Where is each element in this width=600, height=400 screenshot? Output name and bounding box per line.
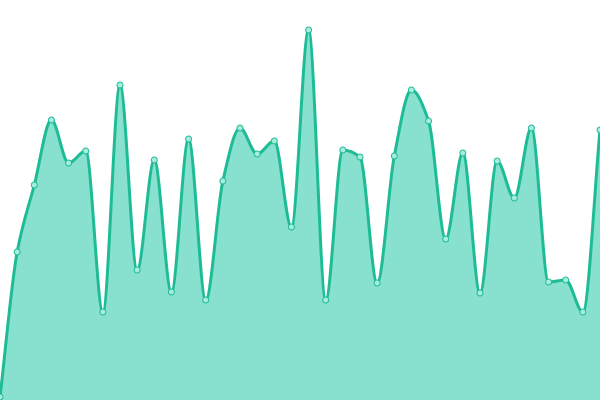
data-point-31 (527, 124, 535, 132)
data-point-18 (305, 26, 313, 34)
data-point-32 (545, 278, 553, 286)
data-point-5 (82, 147, 90, 155)
data-point-7 (116, 81, 124, 89)
data-point-8 (133, 266, 141, 274)
data-point-22 (373, 279, 381, 287)
data-point-30 (510, 194, 518, 202)
data-point-3 (47, 116, 55, 124)
data-point-23 (390, 152, 398, 160)
data-point-16 (270, 137, 278, 145)
data-point-34 (579, 308, 587, 316)
series-line (0, 28, 600, 398)
data-point-17 (287, 223, 295, 231)
data-point-13 (219, 177, 227, 185)
data-point-29 (493, 157, 501, 165)
area-fill (0, 30, 600, 400)
data-point-27 (459, 149, 467, 157)
data-point-26 (442, 235, 450, 243)
data-point-35 (596, 126, 600, 134)
data-point-33 (562, 276, 570, 284)
data-points (0, 26, 600, 400)
data-point-24 (407, 86, 415, 94)
data-point-19 (322, 296, 330, 304)
data-point-4 (65, 159, 73, 167)
data-point-20 (339, 146, 347, 154)
data-point-12 (202, 296, 210, 304)
data-point-11 (185, 135, 193, 143)
data-point-9 (150, 156, 158, 164)
data-point-10 (167, 288, 175, 296)
data-point-6 (99, 308, 107, 316)
data-point-15 (253, 150, 261, 158)
data-point-1 (13, 248, 21, 256)
data-point-28 (476, 289, 484, 297)
data-point-14 (236, 124, 244, 132)
data-point-2 (30, 181, 38, 189)
data-point-25 (425, 117, 433, 125)
data-point-0 (0, 393, 4, 400)
data-point-21 (356, 153, 364, 161)
